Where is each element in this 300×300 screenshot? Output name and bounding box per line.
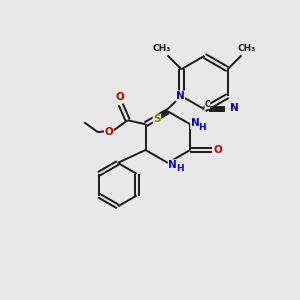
Text: N: N [191,118,200,128]
Text: CH₃: CH₃ [152,44,171,53]
Text: H: H [198,123,206,132]
Text: N: N [168,160,177,170]
Text: O: O [104,127,113,137]
Text: CH₃: CH₃ [237,44,256,53]
Text: O: O [214,145,222,155]
Text: O: O [116,92,124,101]
Text: N: N [176,91,185,101]
Text: S: S [153,114,161,124]
Text: C: C [205,100,210,109]
Text: H: H [176,164,184,173]
Text: N: N [230,103,239,113]
